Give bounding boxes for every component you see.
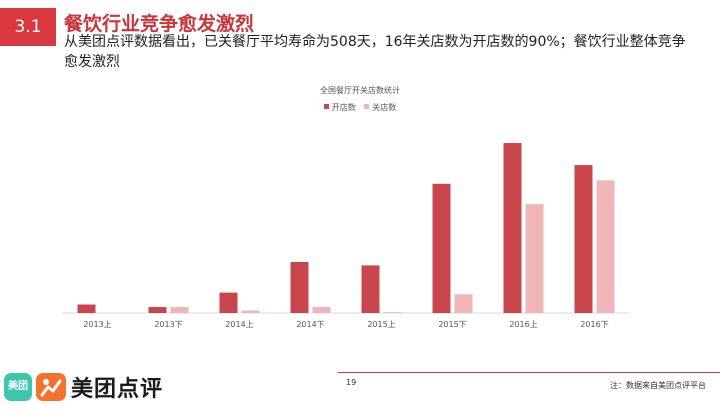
x-tick-label-2: 2014上	[225, 320, 253, 329]
logo-text: 美团点评	[71, 377, 164, 402]
bar-close-1	[170, 307, 189, 313]
slide-subtitle: 从美团点评数据看出，已关餐厅平均寿命为508天，16年关店数为开店数的90%；餐…	[64, 34, 686, 70]
bar-open-0	[77, 304, 96, 313]
chart-title: 全国餐厅开关店数统计	[320, 86, 400, 95]
legend-item-open: 开店数	[323, 102, 356, 113]
bar-close-3	[312, 307, 331, 313]
x-tick-label-4: 2015上	[367, 320, 395, 329]
bar-close-4	[383, 312, 402, 313]
bar-close-7	[596, 180, 615, 313]
legend-label-open: 开店数	[331, 103, 356, 112]
x-tick-label-3: 2014下	[296, 320, 324, 329]
x-tick-label-5: 2015下	[438, 320, 466, 329]
bar-open-2	[219, 292, 238, 313]
x-tick-label-6: 2016上	[509, 320, 537, 329]
page-number: 19	[346, 378, 357, 387]
legend-swatch-open	[323, 104, 329, 109]
bar-open-4	[361, 265, 380, 313]
section-number-badge: 3.1	[0, 8, 56, 46]
bar-close-2	[241, 310, 260, 313]
bar-open-6	[503, 143, 522, 313]
meituan-dianping-logo: 美团 美团点评	[4, 372, 163, 402]
x-tick-label-7: 2016下	[580, 320, 608, 329]
chart-legend: 开店数 关店数	[0, 102, 720, 113]
dianping-logo-icon	[36, 373, 66, 401]
legend-item-close: 关店数	[364, 102, 396, 113]
meituan-logo-icon: 美团	[4, 373, 32, 401]
bar-close-5	[454, 294, 473, 313]
legend-swatch-close	[364, 104, 370, 109]
bar-open-5	[432, 183, 451, 313]
bar-open-7	[574, 165, 593, 313]
dianping-glyph-icon	[40, 379, 62, 397]
bar-open-1	[148, 307, 167, 313]
legend-label-close: 关店数	[372, 103, 397, 112]
bar-open-3	[290, 262, 309, 313]
x-tick-label-0: 2013上	[83, 320, 111, 329]
footer-divider	[338, 372, 720, 373]
slide-title: 餐饮行业竞争愈发激烈	[64, 13, 255, 35]
source-note: 注：数据来自美团点评平台	[610, 381, 706, 390]
bar-close-6	[525, 204, 544, 313]
x-tick-label-1: 2013下	[154, 320, 182, 329]
